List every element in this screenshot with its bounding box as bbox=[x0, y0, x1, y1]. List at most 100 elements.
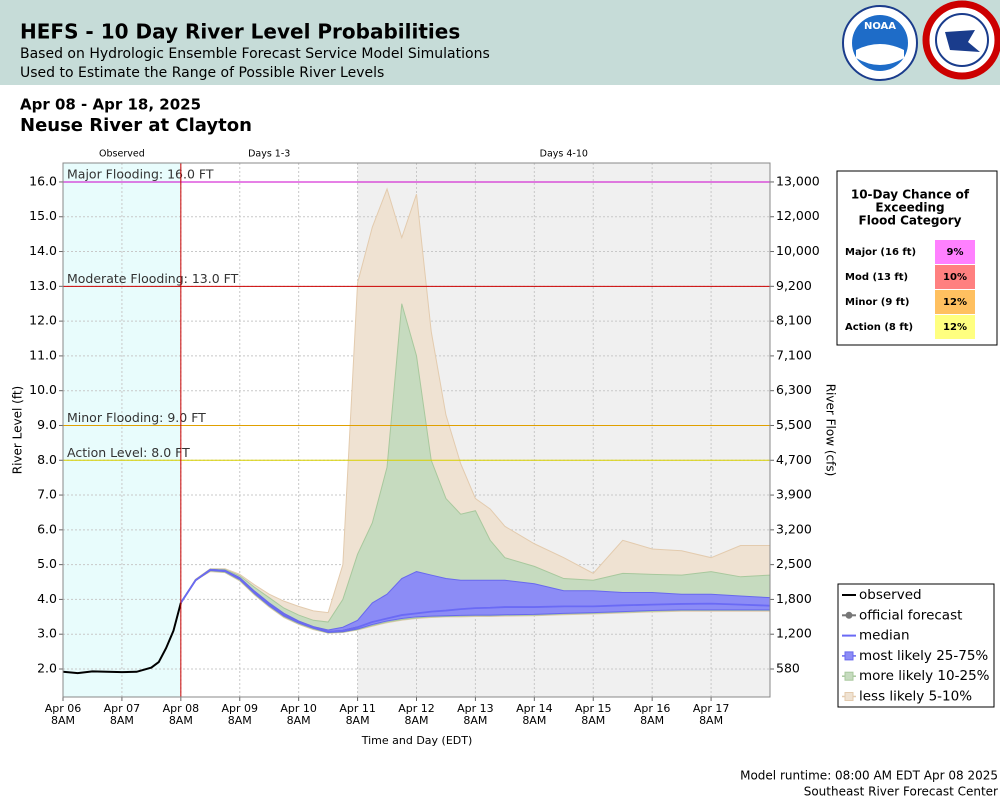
exceedance-category: Minor (9 ft) bbox=[845, 297, 910, 308]
legend-label: more likely 10-25% bbox=[859, 668, 990, 684]
region-label: Observed bbox=[99, 149, 145, 160]
x-tick-time: 8AM bbox=[228, 714, 252, 727]
y-tick-label: 7.0 bbox=[37, 487, 57, 502]
y-tick-label: 6.0 bbox=[37, 521, 57, 536]
y-tick-label: 16.0 bbox=[29, 173, 57, 188]
x-tick-label: Apr 16 bbox=[634, 702, 671, 715]
y-tick-label: 12.0 bbox=[29, 313, 57, 328]
threshold-label: Moderate Flooding: 13.0 FT bbox=[67, 271, 239, 286]
y2-tick-label: 580 bbox=[776, 660, 800, 675]
y2-tick-label: 12,000 bbox=[776, 208, 820, 223]
exceedance-value: 12% bbox=[943, 297, 967, 308]
x-tick-label: Apr 09 bbox=[221, 702, 258, 715]
plot-layer bbox=[63, 187, 770, 675]
exceedance-category: Action (8 ft) bbox=[845, 322, 913, 333]
x-tick-label: Apr 14 bbox=[516, 702, 553, 715]
series-line bbox=[180, 568, 770, 633]
exceedance-value: 12% bbox=[943, 322, 967, 333]
legend-label: observed bbox=[859, 587, 922, 603]
exceedance-value: 9% bbox=[947, 247, 964, 258]
date-range: Apr 08 - Apr 18, 2025 bbox=[20, 96, 201, 114]
legend-swatch bbox=[845, 611, 853, 619]
y-tick-label: 15.0 bbox=[29, 208, 57, 223]
exceedance-cell bbox=[935, 265, 975, 289]
y2-axis-label: River Flow (cfs) bbox=[824, 384, 838, 477]
exceedance-cell bbox=[935, 290, 975, 314]
x-tick-time: 8AM bbox=[110, 714, 134, 727]
title: HEFS - 10 Day River Level Probabilities bbox=[20, 20, 460, 44]
legend-label: official forecast bbox=[859, 607, 962, 623]
exceedance-title: Exceeding bbox=[875, 201, 944, 215]
x-tick-time: 8AM bbox=[169, 714, 193, 727]
y2-tick-label: 10,000 bbox=[776, 243, 820, 258]
legend-label: median bbox=[859, 628, 910, 644]
x-tick-label: Apr 12 bbox=[398, 702, 435, 715]
x-tick-label: Apr 11 bbox=[339, 702, 376, 715]
y-tick-label: 8.0 bbox=[37, 452, 57, 467]
y-axis-label: River Level (ft) bbox=[11, 386, 25, 474]
y-tick-label: 10.0 bbox=[29, 382, 57, 397]
region-label: Days 1-3 bbox=[248, 149, 290, 160]
x-tick-label: Apr 07 bbox=[104, 702, 141, 715]
region-label: Days 4-10 bbox=[540, 149, 588, 160]
y-tick-label: 4.0 bbox=[37, 591, 57, 606]
y-tick-label: 2.0 bbox=[37, 660, 57, 675]
y2-tick-label: 1,200 bbox=[776, 626, 812, 641]
y2-tick-label: 7,100 bbox=[776, 347, 812, 362]
y2-tick-label: 1,800 bbox=[776, 591, 812, 606]
legend-label: most likely 25-75% bbox=[859, 648, 988, 664]
y2-tick-label: 6,300 bbox=[776, 382, 812, 397]
x-tick-time: 8AM bbox=[404, 714, 428, 727]
threshold-label: Action Level: 8.0 FT bbox=[67, 445, 190, 460]
series-line bbox=[63, 602, 182, 675]
x-tick-label: Apr 10 bbox=[280, 702, 317, 715]
x-tick-label: Apr 17 bbox=[693, 702, 730, 715]
x-tick-time: 8AM bbox=[581, 714, 605, 727]
exceedance-category: Major (16 ft) bbox=[845, 247, 916, 258]
y-tick-label: 5.0 bbox=[37, 556, 57, 571]
x-axis-label: Time and Day (EDT) bbox=[361, 734, 473, 747]
x-tick-time: 8AM bbox=[287, 714, 311, 727]
legend-box bbox=[837, 583, 995, 708]
y-tick-label: 3.0 bbox=[37, 626, 57, 641]
y2-tick-label: 9,200 bbox=[776, 278, 812, 293]
y-tick-label: 13.0 bbox=[29, 278, 57, 293]
y2-tick-label: 8,100 bbox=[776, 313, 812, 328]
legend-swatch bbox=[844, 692, 854, 701]
exceedance-cell bbox=[935, 315, 975, 339]
subtitle: Used to Estimate the Range of Possible R… bbox=[20, 65, 384, 81]
subtitle: Based on Hydrologic Ensemble Forecast Se… bbox=[20, 46, 490, 62]
exceedance-value: 10% bbox=[943, 272, 967, 283]
y-tick-label: 14.0 bbox=[29, 243, 57, 258]
x-tick-label: Apr 06 bbox=[45, 702, 82, 715]
location: Neuse River at Clayton bbox=[20, 115, 252, 136]
y-tick-label: 11.0 bbox=[29, 347, 57, 362]
y2-tick-label: 4,700 bbox=[776, 452, 812, 467]
y2-tick-label: 3,900 bbox=[776, 487, 812, 502]
legend-swatch bbox=[844, 671, 854, 681]
x-tick-time: 8AM bbox=[522, 714, 546, 727]
header-band bbox=[0, 0, 1000, 85]
y2-tick-label: 3,200 bbox=[776, 521, 812, 536]
exceedance-category: Mod (13 ft) bbox=[845, 272, 908, 283]
y2-tick-label: 13,000 bbox=[776, 173, 820, 188]
nws-logo bbox=[922, 0, 1000, 80]
threshold-label: Major Flooding: 16.0 FT bbox=[67, 166, 214, 181]
x-tick-time: 8AM bbox=[640, 714, 664, 727]
x-tick-label: Apr 15 bbox=[575, 702, 612, 715]
y2-tick-label: 5,500 bbox=[776, 417, 812, 432]
threshold-label: Minor Flooding: 9.0 FT bbox=[67, 410, 206, 425]
plot-border bbox=[62, 162, 771, 698]
exceedance-title: 10-Day Chance of bbox=[851, 188, 970, 202]
x-tick-label: Apr 13 bbox=[457, 702, 494, 715]
x-tick-time: 8AM bbox=[463, 714, 487, 727]
legend-swatch bbox=[844, 651, 854, 661]
logo-text: NOAA bbox=[864, 21, 896, 32]
exceedance-cell bbox=[935, 240, 975, 264]
legend-label: less likely 5-10% bbox=[859, 689, 972, 705]
exceedance-title: Flood Category bbox=[859, 214, 962, 228]
footer: Model runtime: 08:00 AM EDT Apr 08 2025 bbox=[740, 769, 998, 783]
footer: Southeast River Forecast Center bbox=[804, 785, 998, 799]
noaa-logo: NOAA bbox=[842, 5, 918, 81]
y2-tick-label: 2,500 bbox=[776, 556, 812, 571]
